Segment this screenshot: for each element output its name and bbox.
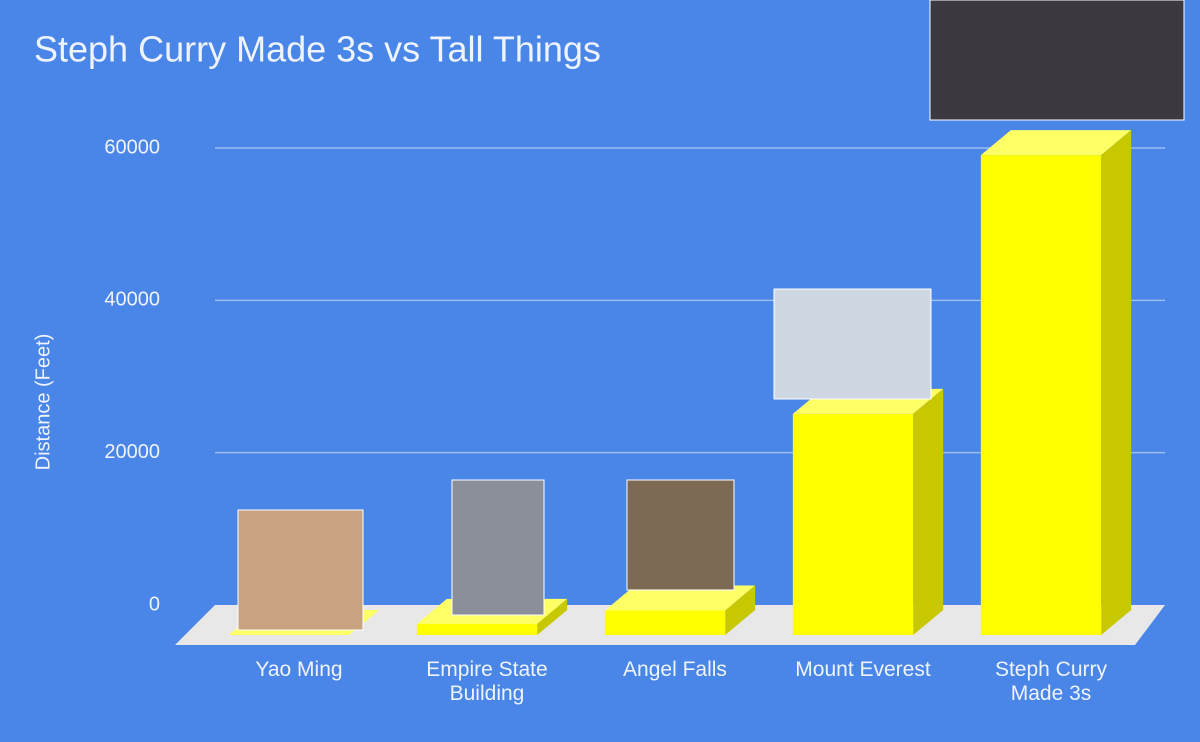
photo	[451, 479, 545, 616]
y-tick-label: 20000	[104, 441, 160, 463]
x-tick-label: Mount Everest	[795, 658, 931, 681]
bar-top	[604, 585, 756, 611]
bar	[980, 130, 1132, 635]
x-tick-label: Empire State Building	[426, 658, 548, 705]
bar-front	[604, 610, 726, 635]
y-tick-label: 40000	[104, 289, 160, 311]
bar-front	[792, 413, 914, 635]
bar-side	[537, 598, 568, 635]
bar-side	[725, 585, 756, 635]
x-tick-label: Yao Ming	[255, 658, 343, 681]
bar-side	[913, 388, 944, 635]
bar-top	[980, 130, 1132, 156]
x-tick-label: Angel Falls	[623, 658, 727, 681]
bar-front	[416, 623, 538, 635]
chart-title: Steph Curry Made 3s vs Tall Things	[34, 29, 601, 70]
photo	[237, 509, 364, 631]
y-axis-label: Distance (Feet)	[32, 334, 54, 471]
x-tick-label: Steph Curry Made 3s	[994, 658, 1108, 705]
y-tick-label: 0	[149, 593, 160, 615]
bar	[792, 388, 944, 635]
bar-side	[1101, 130, 1132, 635]
photo	[773, 288, 932, 400]
photo	[626, 479, 735, 591]
photo	[929, 0, 1185, 121]
bar-front	[980, 155, 1102, 635]
y-tick-label: 60000	[104, 136, 160, 158]
bar	[604, 585, 756, 635]
